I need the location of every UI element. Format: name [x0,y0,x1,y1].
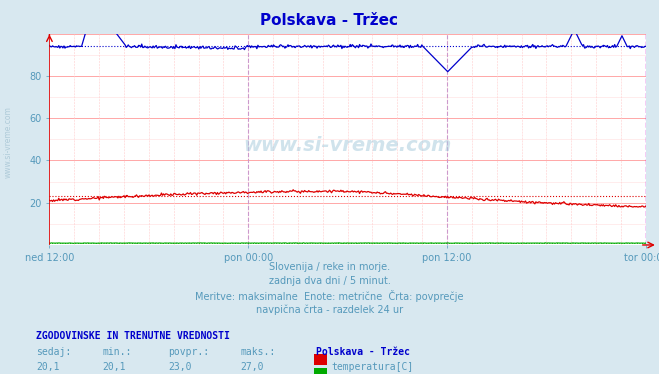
Text: 27,0: 27,0 [241,362,264,373]
Text: 20,1: 20,1 [102,362,126,373]
Text: www.si-vreme.com: www.si-vreme.com [243,136,452,155]
Text: maks.:: maks.: [241,347,275,357]
Text: sedaj:: sedaj: [36,347,71,357]
Text: Polskava - Tržec: Polskava - Tržec [260,13,399,28]
Text: navpična črta - razdelek 24 ur: navpična črta - razdelek 24 ur [256,304,403,315]
Text: temperatura[C]: temperatura[C] [331,362,414,373]
Text: min.:: min.: [102,347,132,357]
Text: zadnja dva dni / 5 minut.: zadnja dva dni / 5 minut. [269,276,390,286]
Text: Polskava - Tržec: Polskava - Tržec [316,347,411,357]
Text: Slovenija / reke in morje.: Slovenija / reke in morje. [269,262,390,272]
Text: 20,1: 20,1 [36,362,60,373]
Text: www.si-vreme.com: www.si-vreme.com [3,106,13,178]
Text: povpr.:: povpr.: [168,347,209,357]
Text: Meritve: maksimalne  Enote: metrične  Črta: povprečje: Meritve: maksimalne Enote: metrične Črta… [195,290,464,302]
Text: 23,0: 23,0 [168,362,192,373]
Text: ZGODOVINSKE IN TRENUTNE VREDNOSTI: ZGODOVINSKE IN TRENUTNE VREDNOSTI [36,331,230,341]
